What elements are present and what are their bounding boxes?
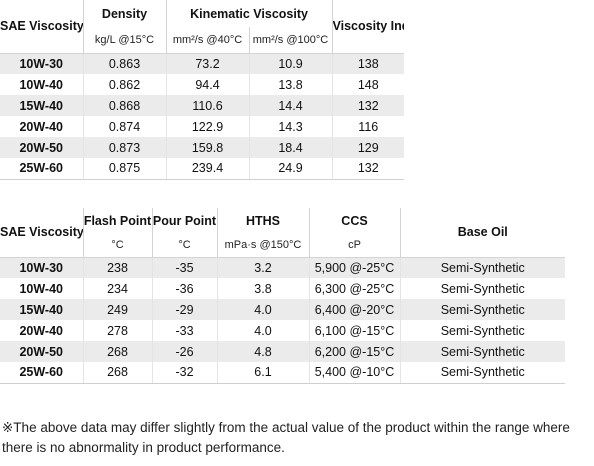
- hths-cell: 6.1: [217, 362, 310, 384]
- flash-point-header: Flash Point: [83, 208, 153, 233]
- grade-cell: 10W-40: [0, 74, 84, 95]
- table-row: 20W-40 278 -33 4.0 6,100 @-15°C Semi-Syn…: [0, 320, 565, 341]
- ccs-cell: 5,400 @-10°C: [309, 362, 401, 384]
- table-row: 25W-60 268 -32 6.1 5,400 @-10°C Semi-Syn…: [0, 362, 565, 384]
- base-oil-header: Base Oil: [400, 208, 565, 258]
- ccs-unit: cP: [309, 233, 401, 258]
- table-row: 10W-40 234 -36 3.8 6,300 @-25°C Semi-Syn…: [0, 278, 565, 299]
- flash-cell: 234: [83, 278, 153, 299]
- base-oil-cell: Semi-Synthetic: [400, 257, 565, 278]
- hths-cell: 4.8: [217, 341, 310, 362]
- flash-cell: 268: [83, 341, 153, 362]
- hths-cell: 3.2: [217, 257, 310, 278]
- grade-cell: 25W-60: [0, 158, 84, 180]
- grade-cell: 20W-50: [0, 137, 84, 158]
- grade-cell: 25W-60: [0, 362, 84, 384]
- vi-cell: 116: [332, 116, 405, 137]
- table-row: 10W-30 0.863 73.2 10.9 138: [0, 53, 405, 74]
- viscosity-spec-table: SAE Viscosity Grade Density Kinematic Vi…: [0, 0, 405, 180]
- vi-cell: 138: [332, 53, 405, 74]
- hths-unit: mPa·s @150°C: [217, 233, 310, 258]
- kv40-cell: 159.8: [166, 137, 250, 158]
- pour-cell: -33: [152, 320, 218, 341]
- performance-spec-table: SAE Viscosity Grade Flash Point Pour Poi…: [0, 208, 565, 384]
- vi-cell: 132: [332, 158, 405, 180]
- hths-cell: 4.0: [217, 320, 310, 341]
- kv100-cell: 14.3: [249, 116, 333, 137]
- density-unit: kg/L @15°C: [83, 27, 167, 54]
- ccs-cell: 6,300 @-25°C: [309, 278, 401, 299]
- flash-cell: 249: [83, 299, 153, 320]
- table-row: 20W-50 268 -26 4.8 6,200 @-15°C Semi-Syn…: [0, 341, 565, 362]
- table-row: 20W-50 0.873 159.8 18.4 129: [0, 137, 405, 158]
- grade-header: SAE Viscosity Grade: [0, 208, 84, 258]
- vi-cell: 129: [332, 137, 405, 158]
- flash-cell: 268: [83, 362, 153, 384]
- base-oil-cell: Semi-Synthetic: [400, 278, 565, 299]
- density-header: Density: [83, 0, 167, 27]
- pour-unit: °C: [152, 233, 218, 258]
- kv40-cell: 110.6: [166, 95, 250, 116]
- density-cell: 0.868: [83, 95, 167, 116]
- base-oil-cell: Semi-Synthetic: [400, 299, 565, 320]
- table-row: 15W-40 0.868 110.6 14.4 132: [0, 95, 405, 116]
- table-row: 10W-30 238 -35 3.2 5,900 @-25°C Semi-Syn…: [0, 257, 565, 278]
- base-oil-cell: Semi-Synthetic: [400, 362, 565, 384]
- kinematic-viscosity-header: Kinematic Viscosity: [166, 0, 333, 27]
- pour-cell: -36: [152, 278, 218, 299]
- density-cell: 0.875: [83, 158, 167, 180]
- density-cell: 0.874: [83, 116, 167, 137]
- hths-header: HTHS: [217, 208, 310, 233]
- grade-cell: 15W-40: [0, 299, 84, 320]
- kv100-cell: 10.9: [249, 53, 333, 74]
- kv100-cell: 13.8: [249, 74, 333, 95]
- footnote: ※The above data may differ slightly from…: [2, 420, 570, 455]
- base-oil-cell: Semi-Synthetic: [400, 320, 565, 341]
- hths-cell: 4.0: [217, 299, 310, 320]
- grade-cell: 10W-30: [0, 53, 84, 74]
- flash-cell: 278: [83, 320, 153, 341]
- ccs-cell: 6,200 @-15°C: [309, 341, 401, 362]
- pour-cell: -26: [152, 341, 218, 362]
- flash-cell: 238: [83, 257, 153, 278]
- grade-cell: 15W-40: [0, 95, 84, 116]
- table-row: 10W-40 0.862 94.4 13.8 148: [0, 74, 405, 95]
- ccs-cell: 5,900 @-25°C: [309, 257, 401, 278]
- grade-header: SAE Viscosity Grade: [0, 0, 84, 54]
- hths-cell: 3.8: [217, 278, 310, 299]
- ccs-header: CCS: [309, 208, 401, 233]
- grade-cell: 20W-50: [0, 341, 84, 362]
- pour-cell: -35: [152, 257, 218, 278]
- kv40-unit: mm²/s @40°C: [166, 27, 250, 54]
- kv40-cell: 94.4: [166, 74, 250, 95]
- pour-point-header: Pour Point: [152, 208, 218, 233]
- table-row: 20W-40 0.874 122.9 14.3 116: [0, 116, 405, 137]
- grade-cell: 20W-40: [0, 116, 84, 137]
- kv40-cell: 239.4: [166, 158, 250, 180]
- ccs-cell: 6,100 @-15°C: [309, 320, 401, 341]
- kv40-cell: 122.9: [166, 116, 250, 137]
- table-row: 15W-40 249 -29 4.0 6,400 @-20°C Semi-Syn…: [0, 299, 565, 320]
- grade-cell: 10W-30: [0, 257, 84, 278]
- grade-cell: 10W-40: [0, 278, 84, 299]
- vi-cell: 132: [332, 95, 405, 116]
- kv100-cell: 18.4: [249, 137, 333, 158]
- kv40-cell: 73.2: [166, 53, 250, 74]
- flash-unit: °C: [83, 233, 153, 258]
- density-cell: 0.862: [83, 74, 167, 95]
- table-row: 25W-60 0.875 239.4 24.9 132: [0, 158, 405, 180]
- base-oil-cell: Semi-Synthetic: [400, 341, 565, 362]
- density-cell: 0.863: [83, 53, 167, 74]
- kv100-cell: 14.4: [249, 95, 333, 116]
- kv100-unit: mm²/s @100°C: [249, 27, 333, 54]
- kv100-cell: 24.9: [249, 158, 333, 180]
- grade-cell: 20W-40: [0, 320, 84, 341]
- pour-cell: -32: [152, 362, 218, 384]
- vi-cell: 148: [332, 74, 405, 95]
- ccs-cell: 6,400 @-20°C: [309, 299, 401, 320]
- pour-cell: -29: [152, 299, 218, 320]
- density-cell: 0.873: [83, 137, 167, 158]
- viscosity-index-header: Viscosity Index: [332, 0, 405, 54]
